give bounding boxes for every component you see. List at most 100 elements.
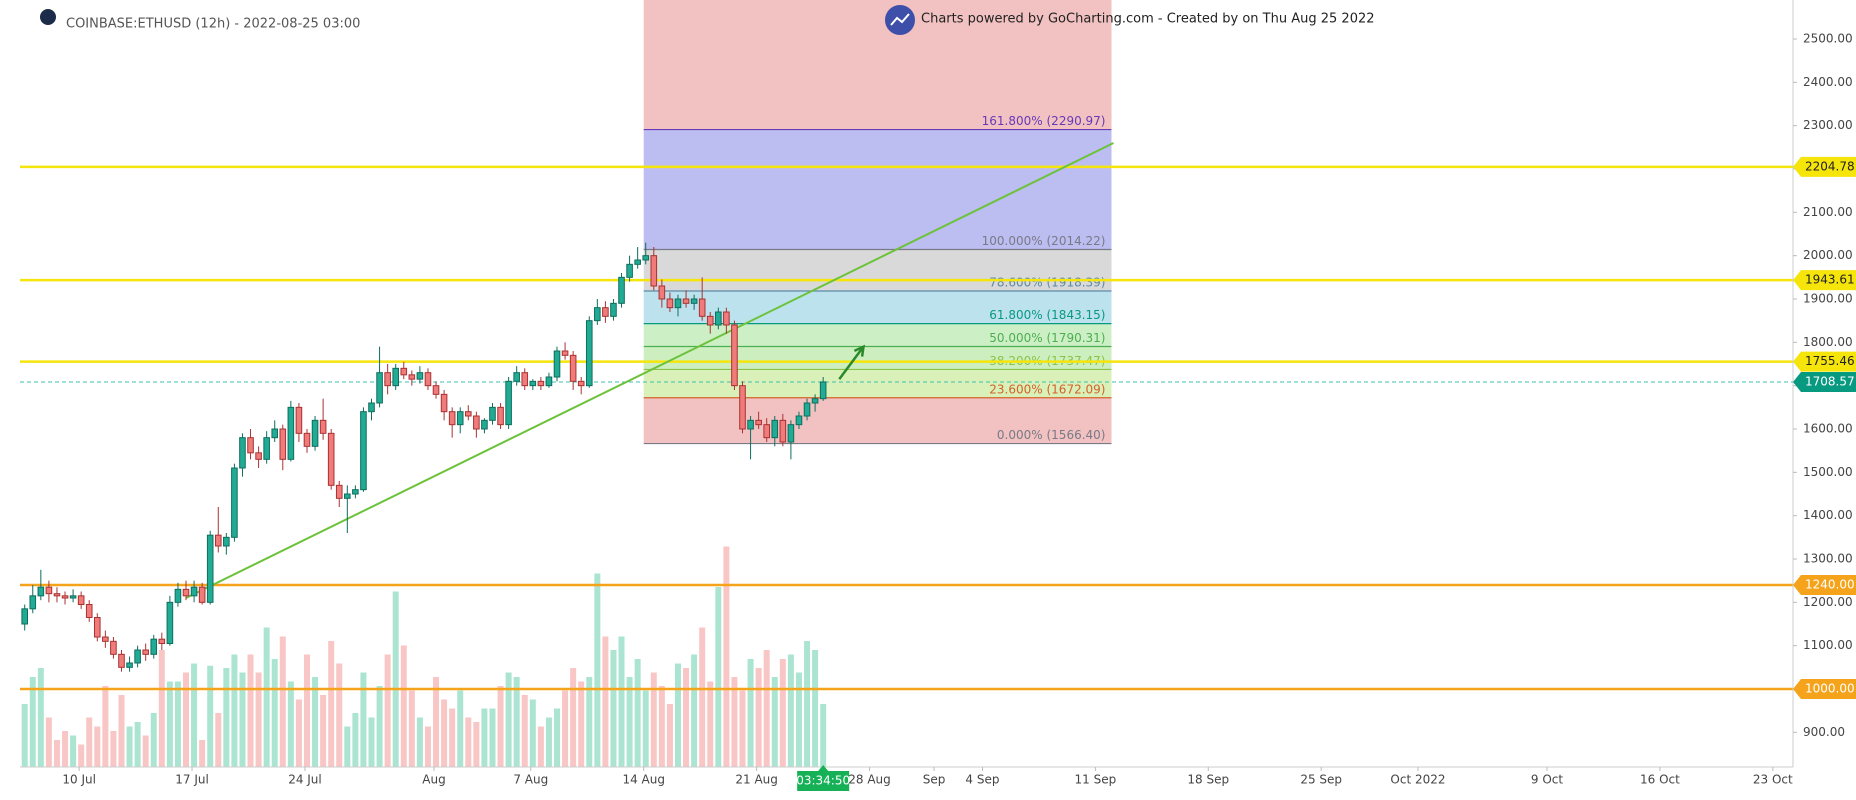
volume-bar	[255, 672, 262, 767]
volume-bar	[62, 731, 69, 767]
volume-bar	[183, 672, 190, 767]
x-tick-label: 16 Oct	[1640, 773, 1680, 787]
volume-bar	[78, 744, 85, 767]
candle-body	[553, 350, 561, 378]
volume-bar	[376, 686, 383, 767]
candle-body	[335, 484, 343, 499]
candle-body	[424, 372, 432, 387]
x-tick-label: 10 Jul	[62, 773, 96, 787]
volume-bar	[223, 668, 230, 767]
volume-bar	[747, 659, 754, 767]
candle-body	[110, 640, 117, 655]
credit-icon-line	[890, 13, 910, 26]
hline-label: 1755.46	[1805, 354, 1855, 368]
arrow-head	[853, 344, 866, 357]
candle-body	[150, 638, 158, 655]
candle-body	[214, 534, 222, 547]
volume-bar	[537, 726, 544, 767]
volume-bar	[779, 659, 786, 767]
candle-body	[190, 586, 198, 597]
candle-body	[819, 381, 827, 400]
candle-body	[771, 419, 779, 439]
volume-bar	[126, 726, 133, 767]
candle-body	[368, 402, 375, 413]
candle-body	[118, 653, 125, 668]
candle-body	[569, 354, 577, 382]
fib-zone	[643, 346, 1112, 370]
candle-body	[787, 424, 795, 443]
x-tick-label: 24 Jul	[288, 773, 322, 787]
candle-body	[497, 406, 504, 426]
candle-body	[376, 372, 383, 404]
fib-label: 78.600% (1918.39)	[989, 276, 1105, 290]
volume-bar	[513, 677, 520, 767]
y-tick-label: 1400.00	[1803, 508, 1853, 522]
candle-body	[618, 276, 625, 304]
volume-bar	[683, 668, 690, 767]
volume-bar	[45, 717, 52, 767]
y-tick-label: 2300.00	[1803, 118, 1853, 132]
candle-body	[206, 534, 214, 603]
volume-bar	[166, 681, 173, 767]
volume-bar	[699, 627, 706, 767]
y-tick-label: 900.00	[1803, 725, 1845, 739]
volume-bar	[344, 726, 351, 767]
volume-bar	[118, 695, 125, 767]
candle-body	[481, 419, 488, 430]
candle-body	[255, 452, 262, 460]
y-tick-label: 2100.00	[1803, 205, 1853, 219]
candle-body	[295, 406, 303, 434]
volume-bar	[400, 645, 407, 767]
candle-body	[384, 372, 391, 387]
candle-body	[327, 432, 335, 486]
volume-bar	[658, 686, 665, 767]
candle-body	[602, 307, 609, 317]
volume-bar	[320, 695, 327, 767]
volume-bar	[287, 681, 294, 767]
candle-body	[271, 428, 279, 439]
volume-bar	[787, 654, 794, 767]
arrow	[838, 345, 865, 380]
volume-bar	[150, 713, 157, 767]
volume-bar	[521, 695, 528, 767]
volume-bar	[384, 654, 391, 767]
hline-label: 1943.61	[1805, 273, 1855, 287]
volume-bar	[755, 668, 762, 767]
volume-bar	[771, 677, 778, 767]
volume-bar	[674, 663, 681, 767]
volume-bar	[634, 659, 641, 767]
axes	[20, 0, 1794, 768]
candle-body	[698, 298, 706, 317]
volume-bar	[618, 636, 625, 767]
candle-body	[360, 411, 367, 491]
volume-bar	[239, 672, 246, 767]
candle-body	[747, 419, 754, 430]
candle-body	[690, 298, 698, 304]
volume-bar	[715, 587, 722, 767]
fib-zone	[643, 369, 1112, 398]
hline-label-bg	[1793, 270, 1856, 291]
volume-bar	[465, 717, 472, 767]
candle-body	[577, 380, 585, 387]
hline-label: 1000.00	[1805, 682, 1855, 696]
candle-body	[303, 432, 311, 447]
y-tick-label: 1500.00	[1803, 465, 1853, 479]
hline-label: 1240.00	[1805, 578, 1855, 592]
volume-bar	[110, 731, 117, 767]
volume-bar	[594, 573, 601, 767]
candle-body	[432, 385, 440, 395]
candle-body	[731, 324, 738, 387]
candle-body	[706, 315, 714, 326]
volume-bar	[231, 654, 238, 767]
x-tick-label: 17 Jul	[175, 773, 209, 787]
volume-bar	[554, 708, 561, 767]
candle-body	[102, 636, 109, 642]
x-tick-label: 23 Oct	[1753, 773, 1793, 787]
volume-bar	[312, 677, 319, 767]
candle-body	[682, 298, 690, 304]
candle-body	[263, 437, 270, 460]
candle-body	[674, 298, 682, 309]
candle-body	[513, 372, 520, 382]
volume-bar	[328, 641, 335, 767]
